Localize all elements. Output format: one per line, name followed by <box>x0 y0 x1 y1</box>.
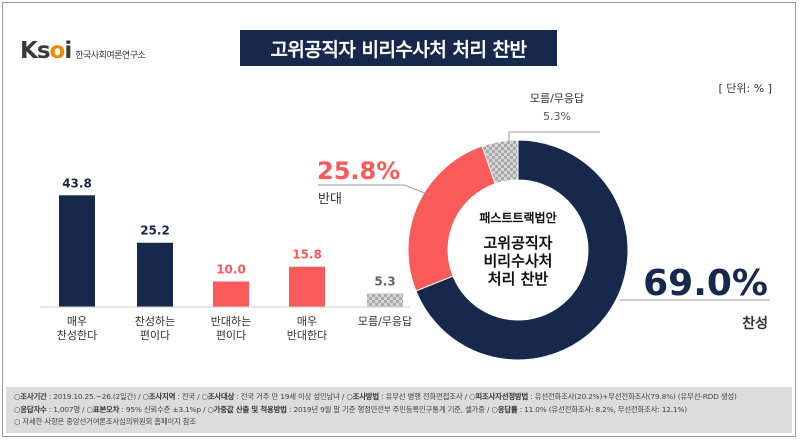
category-label: 편이다 <box>216 329 246 342</box>
category-label: 모름/무응답 <box>358 315 412 328</box>
footnote-key: 조사지역 <box>148 392 176 401</box>
footnote-value: : 95% 신뢰수준 ±3.1%p / <box>119 404 208 414</box>
chart-frame <box>2 2 796 437</box>
donut-slice <box>415 139 629 361</box>
donut-center-text: 고위공직자 <box>483 234 552 252</box>
bullet-icon: ○ <box>14 404 21 414</box>
footnote-value: : 1,007명 / <box>46 404 87 414</box>
footnote-key: 피조사자선정방법 <box>475 392 529 401</box>
bar-value-label: 5.3 <box>374 274 395 288</box>
category-label: 매우 <box>67 315 87 328</box>
bar-value-label: 15.8 <box>292 248 322 262</box>
footnote-key: 조사방법 <box>352 392 380 401</box>
bar-value-label: 10.0 <box>216 263 246 277</box>
bullet-icon: ○ <box>201 392 208 401</box>
donut-slice <box>481 139 519 185</box>
bar-value-label: 25.2 <box>140 224 170 238</box>
footnote-value: : 전국 거주 만 19세 이상 성인남녀 / <box>234 392 347 401</box>
slice-value-label: 69.0% <box>643 263 768 304</box>
unit-label: [ 단위: % ] <box>718 82 772 95</box>
bullet-icon: ○ <box>86 404 93 414</box>
slice-name-label: 모름/무응답 <box>530 92 584 105</box>
footnote-value: : 유선전화조사(20.2%)+무선전화조사(79.8%) (유무선-RDD 생… <box>528 392 737 401</box>
bar <box>289 266 325 307</box>
category-label: 편이다 <box>140 329 170 342</box>
slice-name-label: 찬성 <box>742 315 768 332</box>
footnote-key: 가중값 산출 및 적용방법 <box>213 404 287 414</box>
slice-value-label: 5.3% <box>543 110 571 123</box>
footnote-value: : 2019.10.25.~26.(2일간) / <box>46 392 143 401</box>
donut-center-text: 처리 찬반 <box>488 270 549 288</box>
footnote-key: 응답률 <box>497 404 518 414</box>
bar <box>59 195 95 307</box>
bullet-icon: ○ <box>207 404 214 414</box>
footnote-value: : 11.0% (유선전화조사: 8.2%, 무선전화조사: 12.1%) <box>517 404 687 414</box>
bar <box>213 281 249 307</box>
bar-value-label: 43.8 <box>62 176 92 190</box>
survey-footnote: ○조사기간 : 2019.10.25.~26.(2일간) / ○조사지역 : 전… <box>6 387 792 433</box>
category-label: 매우 <box>297 315 317 328</box>
bullet-icon: ○ <box>14 417 21 426</box>
category-label: 반대한다 <box>287 329 327 342</box>
footnote-line: ○ 자세한 사항은 중앙선거여론조사심의위원회 홈페이지 참조 <box>14 416 784 429</box>
bullet-icon: ○ <box>346 392 353 401</box>
category-label: 찬성한다 <box>57 328 97 342</box>
category-label: 반대하는 <box>211 314 251 328</box>
logo-subtitle: 한국사회여론연구소 <box>75 51 146 61</box>
footnote-line: ○조사기간 : 2019.10.25.~26.(2일간) / ○조사지역 : 전… <box>14 391 784 404</box>
bar-chart: 43.8매우찬성한다25.2찬성하는편이다10.0반대하는편이다15.8매우반대… <box>40 176 412 342</box>
bullet-icon: ○ <box>14 392 21 401</box>
donut-center-text: 패스트트랙법안 <box>479 210 556 225</box>
leader-line <box>508 131 600 141</box>
bar <box>367 293 403 307</box>
slice-value-label: 25.8% <box>317 157 400 185</box>
footnote-value: : 유무선 병행 전화면접조사 / <box>379 392 470 401</box>
footnote-key: 응답자수 <box>20 404 47 414</box>
logo-mark: Ksoi <box>20 38 72 64</box>
footnote-key: 표본오차 <box>92 404 120 414</box>
leader-line <box>318 184 431 196</box>
footnote-value: 자세한 사항은 중앙선거여론조사심의위원회 홈페이지 참조 <box>20 417 196 426</box>
bullet-icon: ○ <box>469 392 476 401</box>
footnote-value: : 전국 / <box>175 392 202 401</box>
bullet-icon: ○ <box>491 404 498 414</box>
footnote-line: ○응답자수 : 1,007명 / ○표본오차 : 95% 신뢰수준 ±3.1%p… <box>14 404 784 417</box>
footnote-key: 조사기간 <box>20 392 47 401</box>
bullet-icon: ○ <box>142 392 149 401</box>
page-title: 고위공직자 비리수사처 처리 찬반 <box>240 30 557 66</box>
footnote-value: : 2019년 9월 말 기준 행정안전부 주민등록인구통계 기준, 셀가중 / <box>286 404 492 414</box>
category-label: 찬성하는 <box>135 314 175 328</box>
ksoi-logo: Ksoi 한국사회여론연구소 <box>20 38 146 64</box>
slice-name-label: 반대 <box>318 192 342 207</box>
bar <box>137 242 173 307</box>
footnote-key: 조사대상 <box>207 392 235 401</box>
donut-center-text: 비리수사처 <box>483 252 552 270</box>
